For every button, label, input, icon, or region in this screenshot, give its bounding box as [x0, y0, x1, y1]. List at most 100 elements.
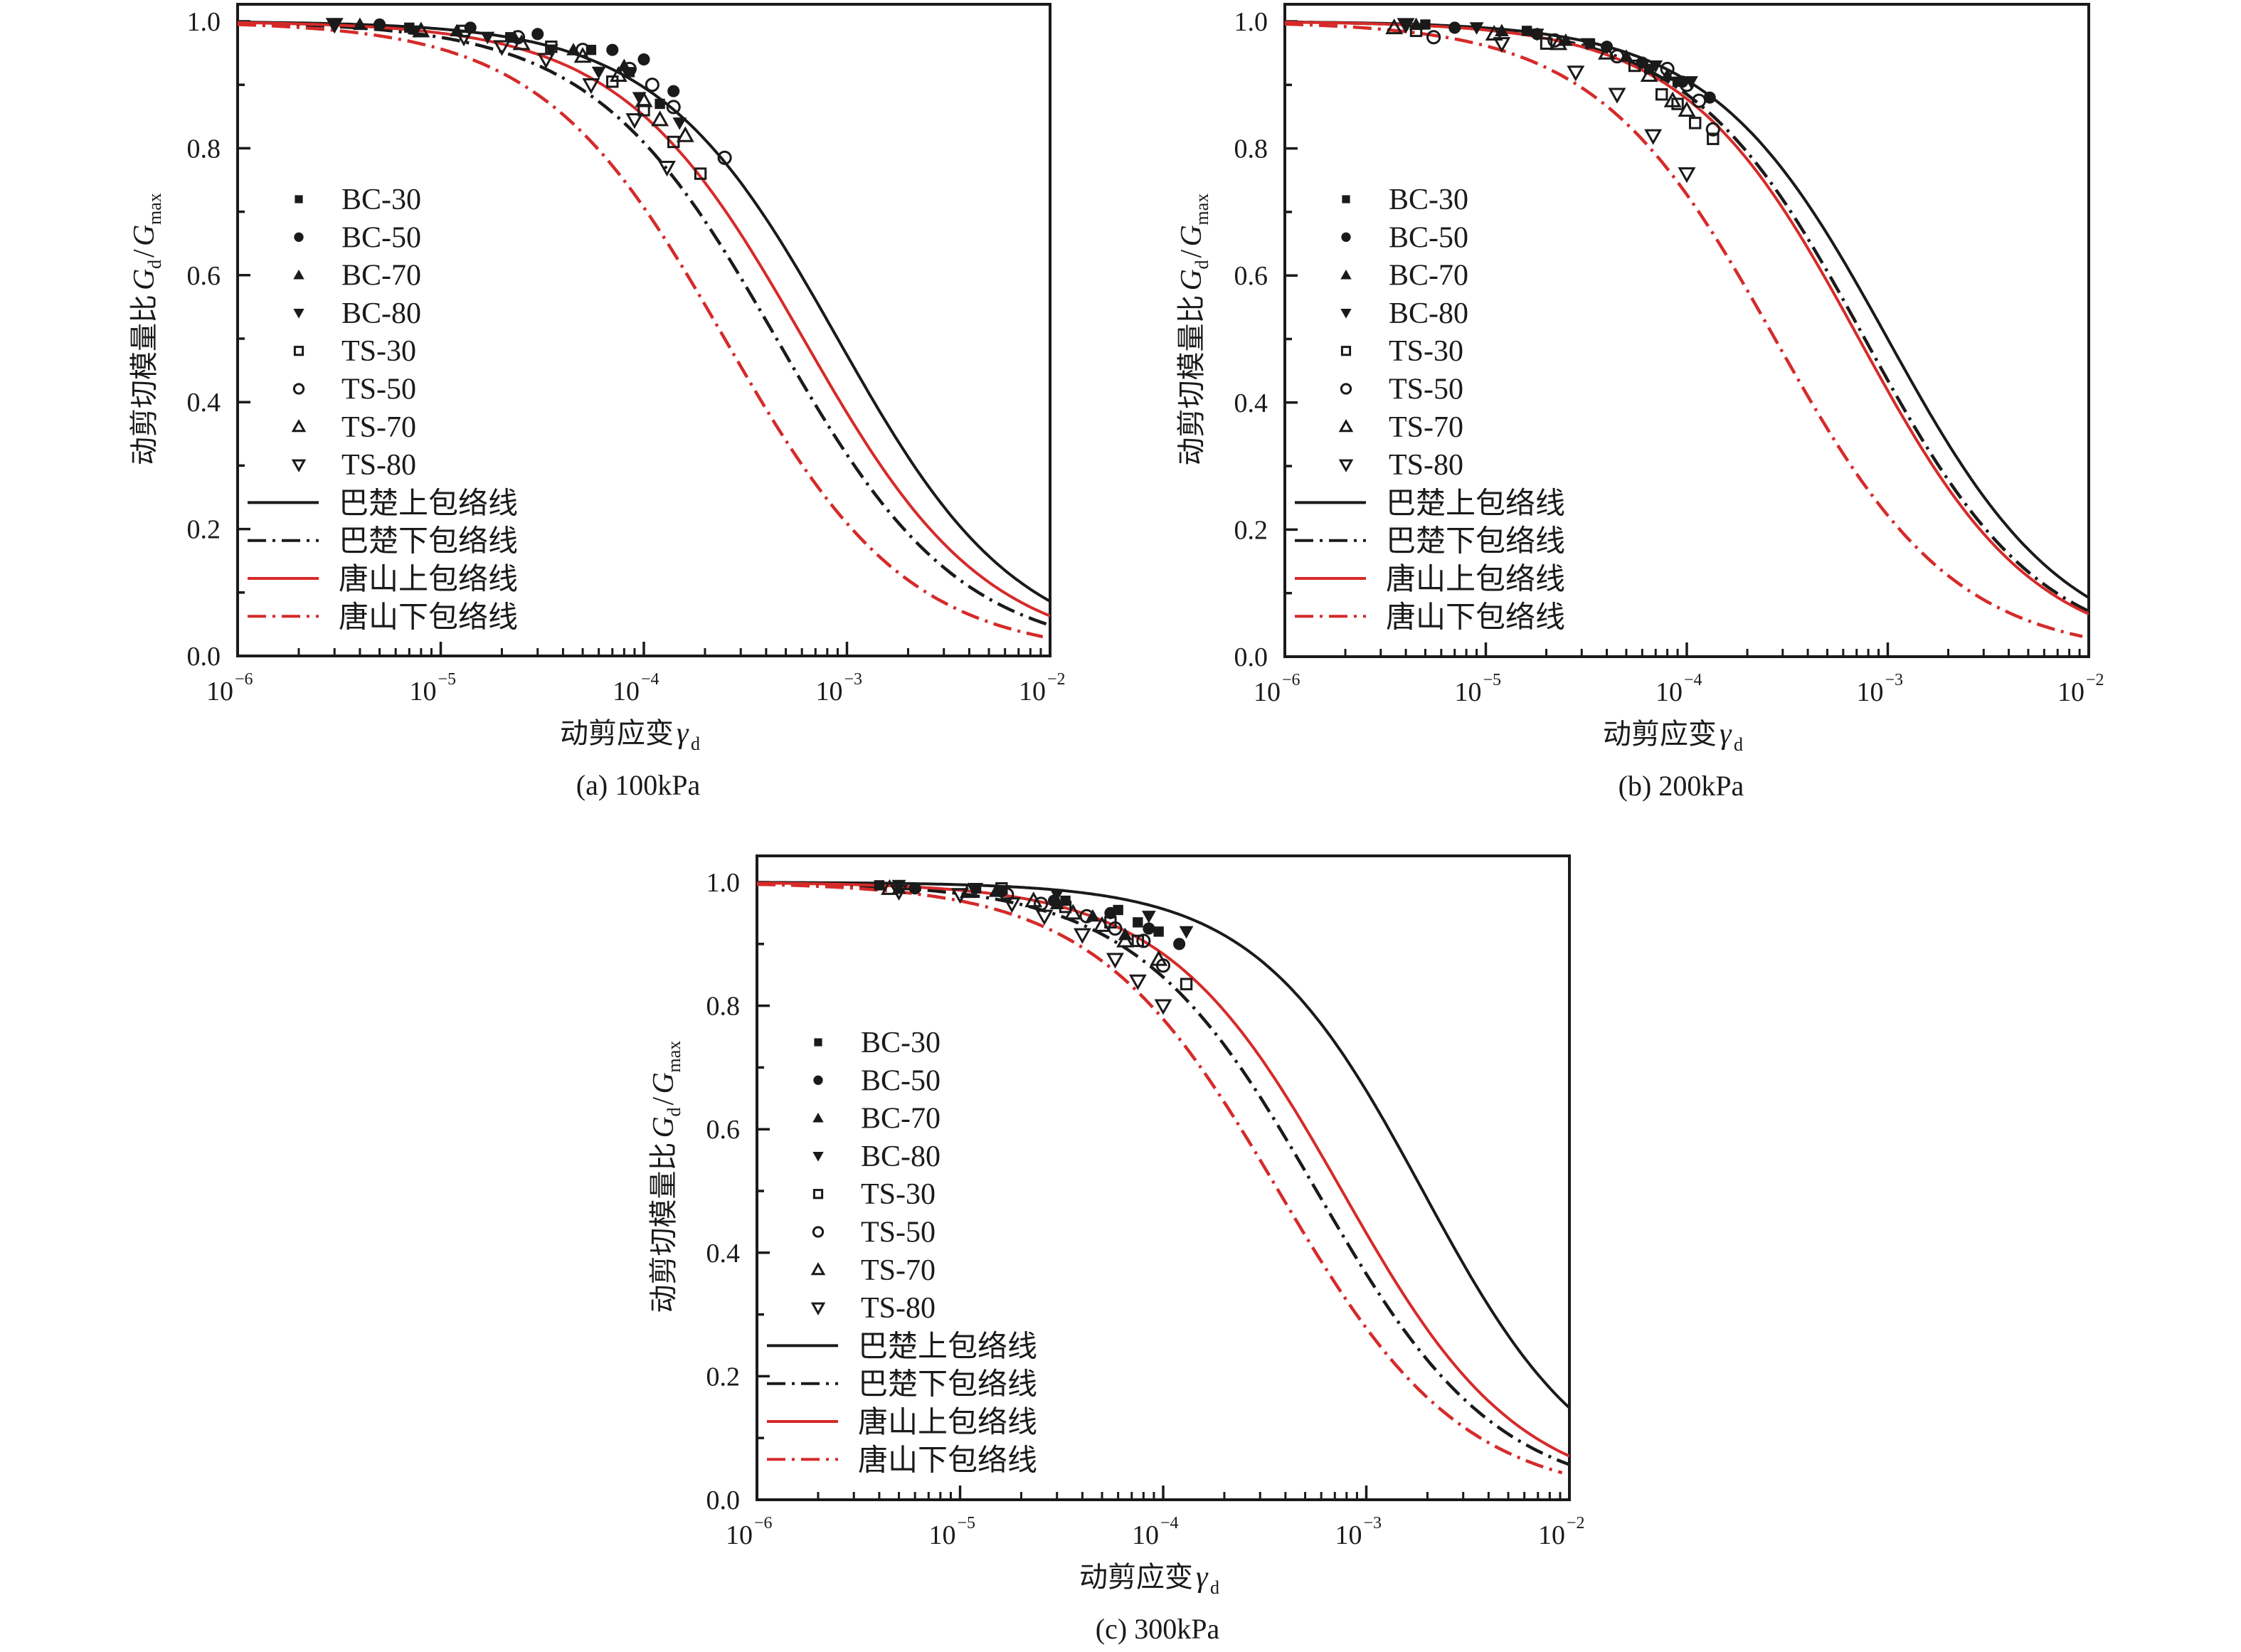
data-point [1567, 65, 1585, 82]
data-point [352, 17, 367, 31]
data-point [1628, 59, 1641, 73]
legend-label: BC-70 [1389, 260, 1468, 292]
legend-marker [1342, 195, 1350, 203]
data-point [545, 40, 558, 53]
x-tick-label: 10 −6 [1254, 671, 1300, 707]
envelope-curve-巴楚上包络线 [238, 21, 1050, 603]
legend-item-BC-50: BC-50 [294, 221, 421, 254]
legend-item-curve: 巴楚下包络线 [1295, 524, 1565, 558]
x-axis-label-symbol: γ [1720, 718, 1732, 751]
legend-item-TS-70: TS-70 [1338, 411, 1463, 444]
series-TS-30 [1409, 24, 1720, 145]
legend-marker [293, 269, 304, 280]
data-point [1703, 91, 1716, 104]
x-tick-base: 10 [613, 677, 640, 706]
legend-marker [812, 1151, 824, 1162]
legend-label: BC-30 [861, 1027, 941, 1059]
x-tick-exponent: −5 [1483, 671, 1502, 689]
y-tick-label: 0.2 [187, 515, 221, 545]
y-tick-label: 0.2 [1234, 515, 1268, 545]
data-point [717, 150, 732, 165]
data-point [1093, 916, 1111, 932]
data-point [655, 98, 665, 110]
panel-caption: (a) 100kPa [576, 769, 701, 801]
data-point [1131, 934, 1145, 948]
x-tick-base: 10 [1254, 677, 1281, 707]
legend-marker [812, 1226, 825, 1238]
panel-b: 0.00.20.40.60.81.010 −6 10 −5 10 −4 10 −3 10 −2动剪… [1175, 3, 2104, 802]
legend-item-TS-30: TS-30 [293, 335, 416, 368]
legend-label: TS-80 [1389, 449, 1463, 482]
legend-label: BC-50 [861, 1064, 941, 1097]
legend-marker [1340, 383, 1352, 395]
data-point [1609, 49, 1625, 64]
data-point [1173, 938, 1186, 951]
legend-label: TS-30 [1389, 335, 1463, 368]
data-point [1678, 101, 1696, 117]
y-axis-label-slash: / [647, 1097, 680, 1106]
data-point [374, 18, 386, 31]
legend-item-curve: 巴楚上包络线 [248, 485, 518, 520]
y-tick-label: 0.4 [706, 1239, 741, 1269]
data-point [606, 43, 619, 56]
data-point [609, 65, 627, 82]
x-tick-exponent: −2 [1047, 670, 1066, 689]
legend-label: TS-50 [861, 1217, 936, 1249]
x-tick-exponent: −4 [1160, 1514, 1179, 1532]
legend: BC-30 BC-50 BC-70 BC-80 TS-30 TS-50 TS-70 TS-80… [1295, 184, 1565, 634]
data-point [1035, 909, 1054, 926]
y-tick-label: 0.4 [1234, 388, 1268, 418]
data-point [1648, 60, 1663, 73]
legend-item-TS-80: TS-80 [291, 449, 416, 482]
envelope-curve-巴楚下包络线 [757, 881, 1569, 1466]
x-axis-label-subscript: d [1734, 734, 1743, 755]
legend-label: 唐山上包络线 [858, 1404, 1037, 1439]
x-axis-label-text: 动剪应变 [1079, 1561, 1193, 1594]
data-point [492, 40, 511, 56]
legend-item-TS-30: TS-30 [812, 1178, 936, 1211]
y-axis-label-subscript-max: max [664, 1041, 684, 1073]
y-axis-label-symbol-g2: G [1175, 225, 1208, 246]
x-tick-base: 10 [206, 677, 233, 706]
legend-item-BC-50: BC-50 [813, 1064, 941, 1097]
envelope-curve-巴楚下包络线 [238, 21, 1050, 627]
panel-a: 0.00.20.40.60.81.010 −6 10 −5 10 −4 10 −3 10 −2动剪… [128, 3, 1066, 801]
data-point [1420, 19, 1431, 30]
x-tick-base: 10 [1335, 1520, 1362, 1550]
x-tick-exponent: −5 [438, 670, 457, 689]
y-axis-label-symbol-g: G [647, 1116, 680, 1138]
x-tick-exponent: −4 [641, 670, 659, 689]
x-tick-base: 10 [2057, 677, 2084, 707]
data-point [890, 884, 908, 901]
legend-item-BC-50: BC-50 [1341, 221, 1468, 254]
envelope-curve-巴楚上包络线 [757, 881, 1569, 1409]
legend-item-BC-30: BC-30 [1342, 184, 1468, 216]
y-axis-label-subscript-max: max [1192, 194, 1212, 226]
data-point [1059, 901, 1072, 914]
legend-marker [1338, 419, 1354, 433]
legend-label: TS-70 [861, 1254, 936, 1287]
legend-label: 唐山下包络线 [1386, 599, 1565, 634]
data-point [959, 882, 978, 899]
y-axis-label-subscript-max: max [144, 193, 165, 225]
data-point [1116, 931, 1135, 948]
data-point [969, 883, 984, 896]
data-point [480, 31, 495, 45]
data-point [455, 31, 473, 47]
x-tick-base: 10 [816, 677, 843, 706]
legend-label: TS-70 [341, 411, 416, 444]
data-point [1598, 43, 1616, 60]
legend-label: TS-50 [341, 374, 416, 406]
y-axis-label-text: 动剪切模量比 [647, 1143, 680, 1313]
legend-label: TS-50 [1389, 374, 1463, 406]
y-tick-label: 0.0 [187, 642, 221, 672]
x-axis-label: 动剪应变 γ d [1079, 1561, 1219, 1598]
data-point [666, 100, 681, 115]
legend-label: TS-30 [341, 335, 416, 368]
legend-label: BC-50 [1389, 221, 1468, 254]
data-point [1540, 37, 1553, 50]
data-point [1128, 974, 1147, 990]
data-point [1104, 906, 1117, 919]
